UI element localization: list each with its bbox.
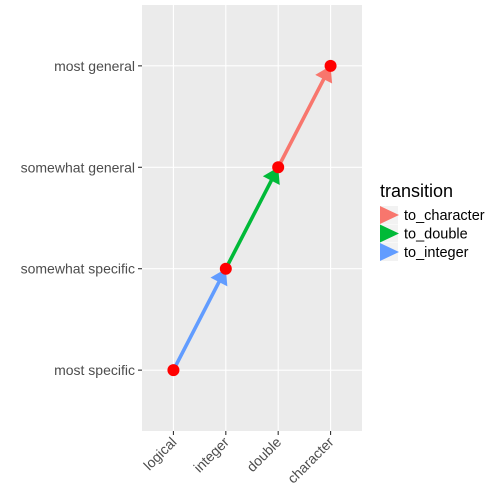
y-tick-label-most-specific: most specific <box>54 362 135 378</box>
legend-title: transition <box>380 181 453 201</box>
arrow-shaft-to-character <box>276 76 327 169</box>
y-axis: most specific somewhat specific somewhat g… <box>21 58 142 378</box>
arrow-shaft-to-integer <box>171 279 222 371</box>
legend-arrow-icon-to-integer <box>380 243 399 261</box>
point-character <box>324 59 337 72</box>
point-integer <box>219 262 232 275</box>
legend-arrow-icon-to-character <box>380 206 399 224</box>
y-tick-label-somewhat-general: somewhat general <box>21 159 135 175</box>
point-double <box>272 161 285 174</box>
legend-item-to-double: to_double <box>380 224 468 243</box>
point-logical <box>167 364 180 377</box>
legend-item-to-integer: to_integer <box>380 243 469 261</box>
legend-label-to-integer: to_integer <box>404 245 469 261</box>
legend-item-to-character: to_character <box>380 206 485 224</box>
legend-items: to_character to_double to_integer <box>380 206 485 261</box>
legend-label-to-double: to_double <box>404 227 468 243</box>
y-tick-label-somewhat-specific: somewhat specific <box>21 261 135 277</box>
legend-label-to-character: to_character <box>404 208 485 224</box>
legend: transition to_character to_double to_integ… <box>380 181 485 261</box>
data-points <box>167 59 337 377</box>
legend-arrow-icon-to-double <box>380 224 399 243</box>
arrow-shaft-to-double <box>224 178 274 270</box>
y-tick-label-most-general: most general <box>54 58 135 74</box>
